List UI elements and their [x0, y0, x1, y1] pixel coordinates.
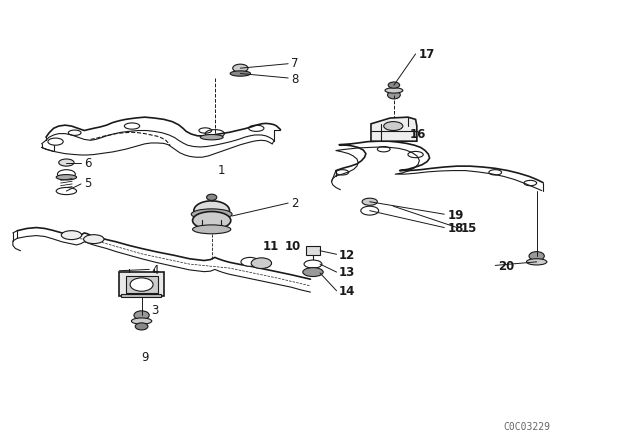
Ellipse shape: [251, 258, 271, 268]
Ellipse shape: [241, 258, 259, 266]
Polygon shape: [119, 272, 164, 296]
Text: 4: 4: [151, 264, 159, 277]
Bar: [121, 294, 161, 297]
Ellipse shape: [131, 318, 152, 324]
Text: 9: 9: [141, 351, 149, 364]
Text: 17: 17: [419, 48, 435, 61]
Ellipse shape: [56, 175, 77, 180]
Ellipse shape: [59, 159, 74, 166]
Ellipse shape: [384, 121, 403, 130]
Ellipse shape: [58, 170, 76, 179]
Ellipse shape: [134, 311, 149, 320]
Ellipse shape: [193, 211, 231, 229]
Text: 8: 8: [291, 73, 299, 86]
Text: 10: 10: [285, 240, 301, 253]
Text: 12: 12: [339, 249, 355, 262]
Bar: [125, 276, 157, 293]
Ellipse shape: [193, 225, 231, 234]
Text: 19: 19: [447, 209, 464, 222]
Ellipse shape: [61, 231, 82, 240]
Bar: [306, 246, 320, 255]
Ellipse shape: [84, 235, 104, 244]
Ellipse shape: [135, 323, 148, 330]
Ellipse shape: [194, 201, 230, 220]
Ellipse shape: [200, 134, 223, 140]
Ellipse shape: [361, 206, 379, 215]
Text: 18: 18: [447, 222, 464, 235]
Text: C0C03229: C0C03229: [504, 422, 550, 432]
Text: 3: 3: [151, 304, 159, 317]
Text: 5: 5: [84, 177, 92, 190]
Text: 15: 15: [460, 222, 477, 235]
Ellipse shape: [527, 259, 547, 265]
Ellipse shape: [388, 91, 400, 99]
Ellipse shape: [362, 198, 378, 205]
Text: 2: 2: [291, 198, 299, 211]
Ellipse shape: [230, 71, 250, 76]
Ellipse shape: [303, 267, 323, 276]
Text: 20: 20: [499, 260, 515, 273]
Ellipse shape: [385, 88, 403, 93]
Text: 14: 14: [339, 285, 355, 298]
Text: 7: 7: [291, 57, 299, 70]
Polygon shape: [371, 117, 417, 141]
Ellipse shape: [388, 82, 399, 88]
Ellipse shape: [304, 260, 322, 268]
Text: 11: 11: [262, 240, 279, 253]
Text: 16: 16: [409, 129, 426, 142]
Ellipse shape: [191, 209, 232, 220]
Text: 6: 6: [84, 157, 92, 170]
Text: 1: 1: [218, 164, 225, 177]
Ellipse shape: [130, 278, 153, 291]
Ellipse shape: [529, 252, 544, 260]
Ellipse shape: [233, 64, 248, 72]
Ellipse shape: [207, 194, 217, 200]
Text: 13: 13: [339, 267, 355, 280]
Ellipse shape: [56, 188, 77, 194]
